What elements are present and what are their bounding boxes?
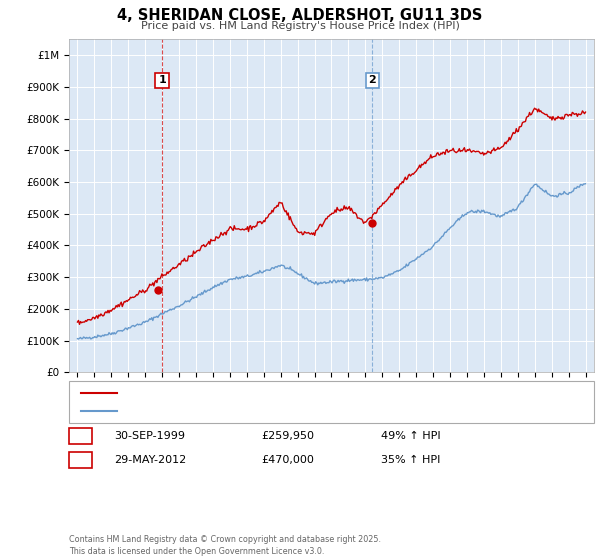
Text: 2: 2	[368, 76, 376, 86]
HPI: Average price, detached house, Rushmoor: (2.02e+03, 5.95e+05): Average price, detached house, Rushmoor:…	[582, 180, 589, 187]
HPI: Average price, detached house, Rushmoor: (2.01e+03, 2.82e+05): Average price, detached house, Rushmoor:…	[319, 279, 326, 286]
4, SHERIDAN CLOSE, ALDERSHOT, GU11 3DS (detached house)	[491, 147, 499, 154]
Text: 35% ↑ HPI: 35% ↑ HPI	[381, 455, 440, 465]
HPI: Average price, detached house, Rushmoor: (2.01e+03, 3e+05): Average price, detached house, Rushmoor:…	[377, 274, 385, 281]
Text: 30-SEP-1999: 30-SEP-1999	[114, 431, 185, 441]
4, SHERIDAN CLOSE, ALDERSHOT, GU11 3DS (detached house)	[572, 110, 579, 117]
HPI: Average price, detached house, Rushmoor: (2e+03, 1.06e+05): Average price, detached house, Rushmoor:…	[74, 335, 81, 342]
Text: 4, SHERIDAN CLOSE, ALDERSHOT, GU11 3DS: 4, SHERIDAN CLOSE, ALDERSHOT, GU11 3DS	[118, 8, 482, 24]
HPI: Average price, detached house, Rushmoor: (2.02e+03, 5.8e+05): Average price, detached house, Rushmoor:…	[571, 185, 578, 192]
Line: HPI: Average price, detached house, Rushmoor: HPI: Average price, detached house, Rush…	[77, 184, 586, 339]
Text: 4, SHERIDAN CLOSE, ALDERSHOT, GU11 3DS (detached house): 4, SHERIDAN CLOSE, ALDERSHOT, GU11 3DS (…	[126, 389, 455, 398]
Line: 4, SHERIDAN CLOSE, ALDERSHOT, GU11 3DS (detached house): 4, SHERIDAN CLOSE, ALDERSHOT, GU11 3DS (…	[77, 108, 586, 324]
4, SHERIDAN CLOSE, ALDERSHOT, GU11 3DS (detached house)	[350, 210, 357, 217]
Text: £470,000: £470,000	[261, 455, 314, 465]
4, SHERIDAN CLOSE, ALDERSHOT, GU11 3DS (detached house)	[319, 221, 326, 228]
Text: £259,950: £259,950	[261, 431, 314, 441]
4, SHERIDAN CLOSE, ALDERSHOT, GU11 3DS (detached house)	[316, 221, 323, 228]
Text: 49% ↑ HPI: 49% ↑ HPI	[381, 431, 440, 441]
Text: Contains HM Land Registry data © Crown copyright and database right 2025.
This d: Contains HM Land Registry data © Crown c…	[69, 535, 381, 556]
Text: 1: 1	[77, 431, 84, 441]
Text: 1: 1	[158, 76, 166, 86]
HPI: Average price, detached house, Rushmoor: (2.02e+03, 4.98e+05): Average price, detached house, Rushmoor:…	[491, 211, 499, 218]
Text: 29-MAY-2012: 29-MAY-2012	[114, 455, 186, 465]
Text: 2: 2	[77, 455, 84, 465]
4, SHERIDAN CLOSE, ALDERSHOT, GU11 3DS (detached house)	[531, 105, 538, 111]
4, SHERIDAN CLOSE, ALDERSHOT, GU11 3DS (detached house)	[74, 319, 81, 325]
HPI: Average price, detached house, Rushmoor: (2.01e+03, 2.87e+05): Average price, detached house, Rushmoor:…	[350, 278, 357, 284]
Text: HPI: Average price, detached house, Rushmoor: HPI: Average price, detached house, Rush…	[126, 406, 371, 416]
HPI: Average price, detached house, Rushmoor: (2e+03, 1.05e+05): Average price, detached house, Rushmoor:…	[75, 335, 82, 342]
HPI: Average price, detached house, Rushmoor: (2.01e+03, 2.8e+05): Average price, detached house, Rushmoor:…	[316, 280, 323, 287]
4, SHERIDAN CLOSE, ALDERSHOT, GU11 3DS (detached house)	[582, 109, 589, 115]
Text: Price paid vs. HM Land Registry's House Price Index (HPI): Price paid vs. HM Land Registry's House …	[140, 21, 460, 31]
4, SHERIDAN CLOSE, ALDERSHOT, GU11 3DS (detached house)	[377, 203, 385, 210]
4, SHERIDAN CLOSE, ALDERSHOT, GU11 3DS (detached house)	[76, 321, 83, 328]
